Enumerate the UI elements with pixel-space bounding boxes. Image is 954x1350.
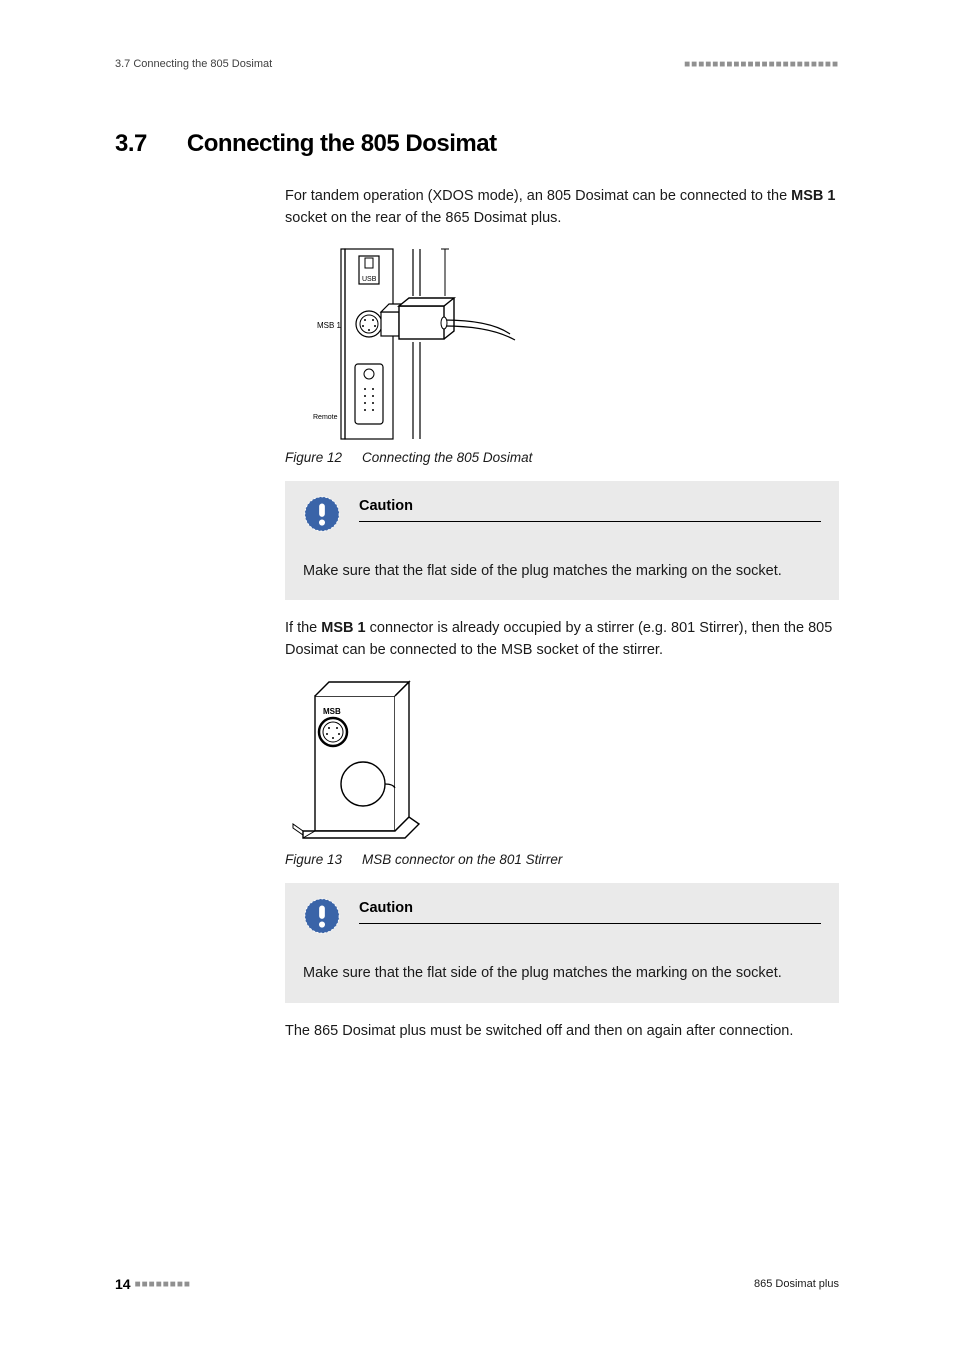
page-header: 3.7 Connecting the 805 Dosimat ■■■■■■■■■…: [115, 58, 839, 70]
para1-bold: MSB 1: [791, 188, 835, 204]
paragraph-2: If the MSB 1 connector is already occupi…: [285, 618, 839, 662]
footer-dots: ■■■■■■■■: [135, 1279, 191, 1290]
section-title: Connecting the 805 Dosimat: [187, 130, 497, 158]
header-section-ref: 3.7 Connecting the 805 Dosimat: [115, 58, 272, 70]
fig12-msb1-label: MSB 1: [317, 321, 342, 330]
para2-pre: If the: [285, 620, 321, 636]
figure-13-caption: Figure 13 MSB connector on the 801 Stirr…: [285, 852, 839, 867]
para1-post: socket on the rear of the 865 Dosimat pl…: [285, 210, 561, 226]
caution-body-2: Make sure that the flat side of the plug…: [303, 963, 821, 985]
caution-header-2: Caution: [303, 897, 821, 935]
page-number: 14: [115, 1276, 131, 1292]
para3-text: The 865 Dosimat plus must be switched of…: [285, 1021, 839, 1043]
footer-product: 865 Dosimat plus: [754, 1278, 839, 1290]
figure-13-text: MSB connector on the 801 Stirrer: [362, 852, 562, 867]
caution-title-wrap-2: Caution: [359, 899, 821, 924]
section-number: 3.7: [115, 130, 147, 158]
figure-12: USB MSB 1 Remote: [285, 244, 839, 465]
caution-header-1: Caution: [303, 495, 821, 533]
caution-title-1: Caution: [359, 498, 413, 514]
caution-box-2: Caution Make sure that the flat side of …: [285, 883, 839, 1003]
para2-post: connector is already occupied by a stirr…: [285, 620, 832, 658]
caution-body-1: Make sure that the flat side of the plug…: [303, 561, 821, 583]
figure-13-svg: MSB: [285, 676, 435, 846]
header-dots: ■■■■■■■■■■■■■■■■■■■■■■: [684, 59, 839, 70]
caution-title-2: Caution: [359, 900, 413, 916]
figure-12-svg: USB MSB 1 Remote: [285, 244, 545, 444]
figure-12-text: Connecting the 805 Dosimat: [362, 450, 532, 465]
caution-icon: [303, 897, 341, 935]
para2-bold: MSB 1: [321, 620, 365, 636]
figure-12-caption: Figure 12 Connecting the 805 Dosimat: [285, 450, 839, 465]
caution-title-wrap-1: Caution: [359, 497, 821, 522]
paragraph-1: For tandem operation (XDOS mode), an 805…: [285, 186, 839, 230]
caution-box-1: Caution Make sure that the flat side of …: [285, 481, 839, 601]
figure-13-num: Figure 13: [285, 852, 342, 867]
page-footer: 14 ■■■■■■■■ 865 Dosimat plus: [115, 1276, 839, 1292]
figure-13: MSB Figure 13 MSB connector on the 801 S…: [285, 676, 839, 867]
figure-12-num: Figure 12: [285, 450, 342, 465]
fig13-msb-label: MSB: [323, 707, 341, 716]
section-heading: 3.7 Connecting the 805 Dosimat: [115, 130, 839, 158]
paragraph-3: The 865 Dosimat plus must be switched of…: [285, 1021, 839, 1043]
fig12-usb-label: USB: [362, 276, 377, 283]
footer-left: 14 ■■■■■■■■: [115, 1276, 191, 1292]
page-content: 3.7 Connecting the 805 Dosimat For tande…: [115, 130, 839, 1056]
para1-pre: For tandem operation (XDOS mode), an 805…: [285, 188, 791, 204]
caution-icon: [303, 495, 341, 533]
fig12-remote-label: Remote: [313, 414, 338, 421]
